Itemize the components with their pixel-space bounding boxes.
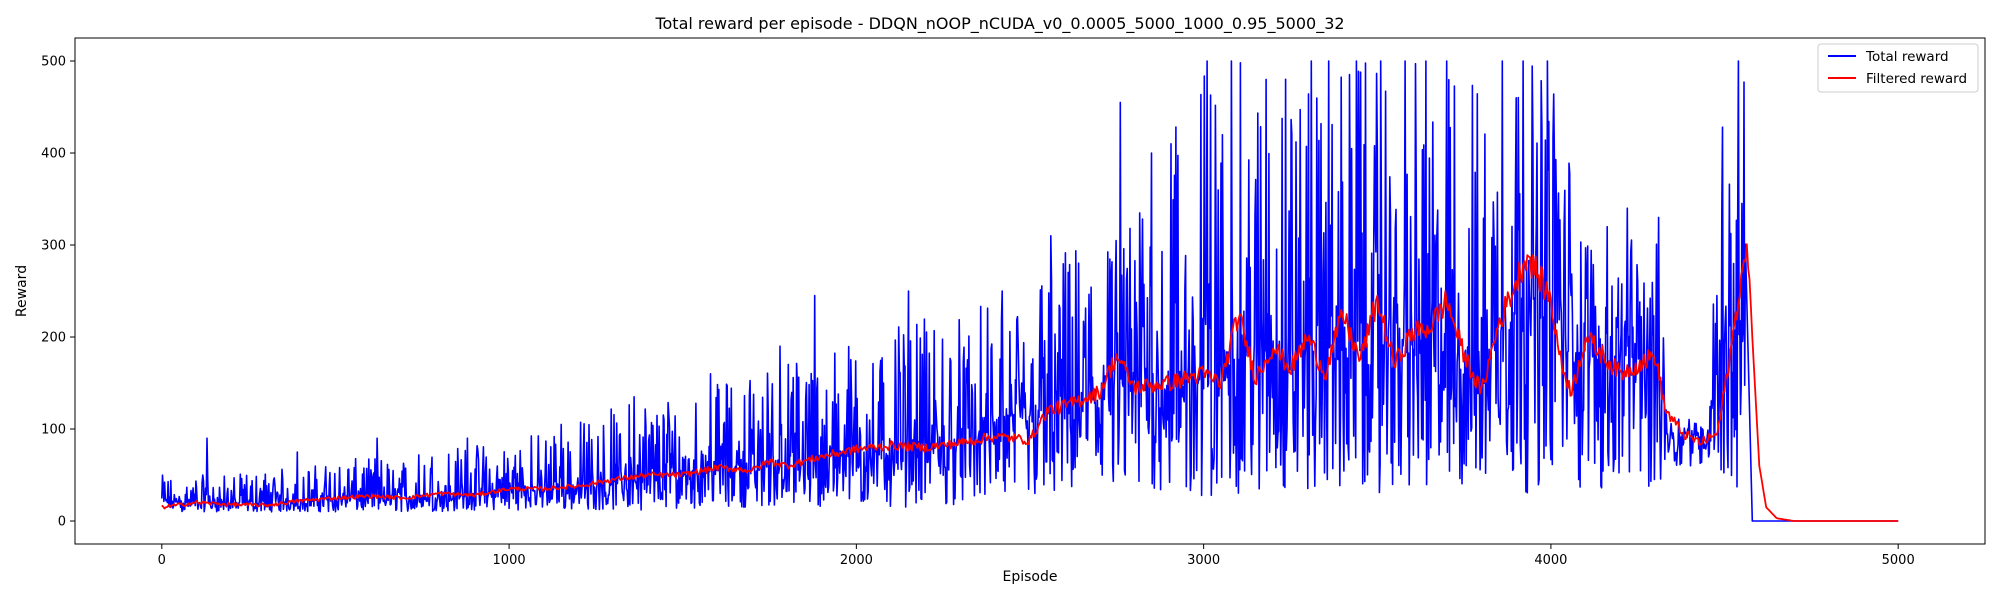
series-line-total-reward bbox=[161, 60, 1899, 522]
x-tick-label: 1000 bbox=[493, 553, 526, 568]
plot-area-frame bbox=[74, 37, 1986, 545]
legend-label-filtered-reward: Filtered reward bbox=[1866, 71, 1967, 87]
y-tick-label: 400 bbox=[41, 147, 66, 162]
legend-label-total-reward: Total reward bbox=[1865, 49, 1949, 65]
y-tick-label: 300 bbox=[41, 239, 66, 254]
y-tick-label: 500 bbox=[41, 55, 66, 70]
x-tick-label: 4000 bbox=[1534, 553, 1567, 568]
x-tick-label: 5000 bbox=[1882, 553, 1915, 568]
y-axis-label: Reward bbox=[14, 265, 30, 317]
x-tick-label: 0 bbox=[158, 553, 166, 568]
x-tick-label: 2000 bbox=[840, 553, 873, 568]
chart-title: Total reward per episode - DDQN_nOOP_nCU… bbox=[654, 14, 1344, 34]
x-tick-label: 3000 bbox=[1187, 553, 1220, 568]
y-axis: 0 100 200 300 400 500 bbox=[41, 55, 75, 530]
x-axis-label: Episode bbox=[1003, 569, 1058, 585]
y-tick-label: 100 bbox=[41, 423, 66, 438]
y-tick-label: 200 bbox=[41, 331, 66, 346]
series-line-filtered-reward bbox=[161, 243, 1899, 522]
legend-frame bbox=[1817, 43, 1979, 93]
y-tick-label: 0 bbox=[58, 515, 66, 530]
x-axis: 0 1000 2000 3000 4000 5000 bbox=[158, 544, 1915, 568]
legend: Total reward Filtered reward bbox=[1817, 43, 1979, 93]
